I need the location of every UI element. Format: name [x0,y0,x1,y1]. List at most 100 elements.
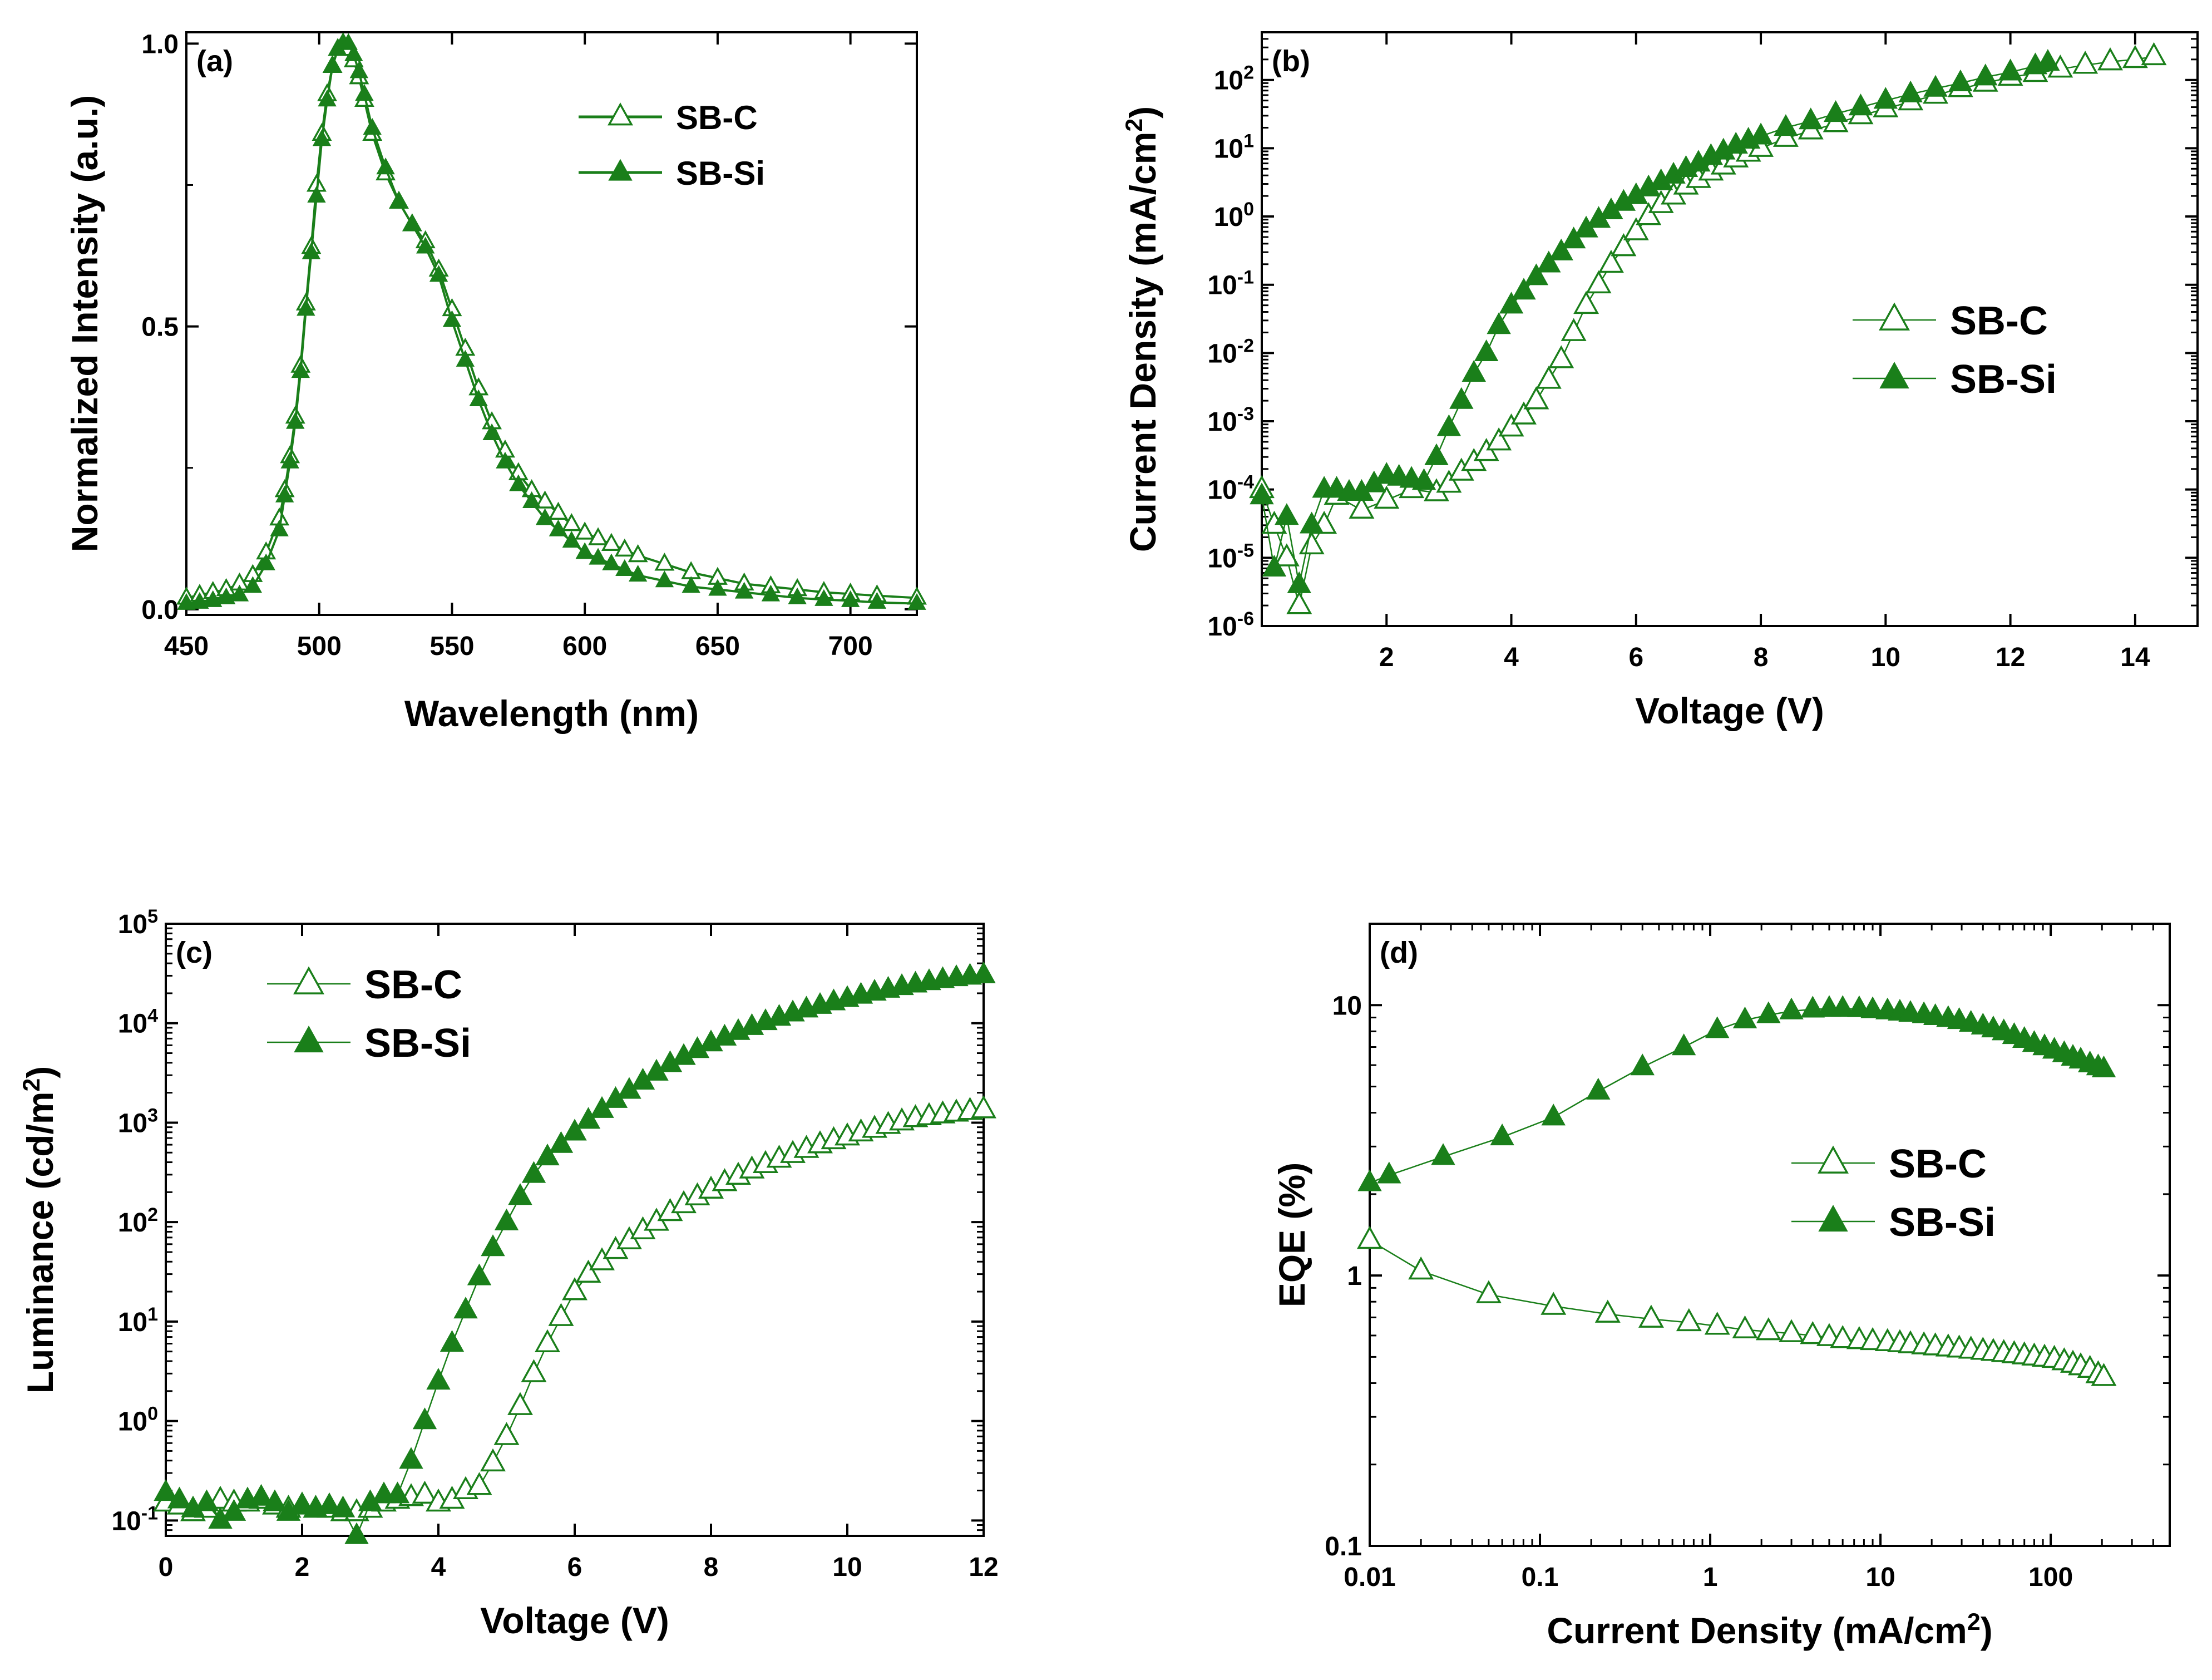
data-point [602,553,621,570]
panel-b: 2 4 6 8 10 12 14 10-6 10-5 10-4 10-3 10-2 10-1 100 101… [1121,31,2199,731]
data-point [1611,233,1637,257]
data-point [1537,250,1561,273]
data-point [307,185,326,203]
data-point [1374,485,1400,509]
x-tick-label: 2 [295,1553,310,1582]
data-point [344,1522,369,1544]
data-point [708,579,727,596]
data-point [549,1131,574,1153]
plot-frame [165,923,985,1537]
data-point [1535,366,1562,389]
data-point [467,1263,492,1285]
series-line [165,974,984,1538]
data-point [1873,87,1898,109]
legend-marker [294,1026,324,1053]
data-point [1705,1016,1730,1038]
y-tick-label: 104 [118,1006,158,1039]
data-point [496,451,515,469]
data-point [1800,996,1825,1018]
data-point [302,242,321,259]
data-point [1349,495,1375,519]
data-point [548,1303,574,1326]
data-point [466,1472,492,1495]
x-tick-label: 12 [1996,643,2025,672]
data-point [1298,531,1325,555]
data-point [297,299,315,316]
legend-label: SB-Si [1950,357,2057,402]
data-point [177,593,196,610]
x-tick-label: 8 [1754,643,1769,672]
legend-marker [293,966,324,994]
data-point [493,1422,520,1445]
data-point [1273,543,1300,566]
data-point [1449,387,1474,409]
data-point [1431,1143,1455,1165]
x-tick-label: 12 [969,1553,998,1582]
data-point [154,1479,178,1501]
y-tick-label: 10-5 [1207,540,1254,573]
data-point [561,513,582,531]
data-point [549,519,568,536]
series-sb-c [176,32,927,605]
x-tick-label: 0.1 [1522,1563,1559,1592]
x-tick-label: 0.01 [1344,1563,1395,1592]
data-point [1671,1033,1696,1056]
data-point [562,1277,587,1300]
data-point [1411,468,1436,490]
data-point [263,1489,287,1511]
data-point [482,423,501,440]
y-tick-label: 1.0 [141,29,179,59]
data-point [1561,226,1586,249]
data-point [194,1489,219,1511]
data-point [1561,318,1587,341]
data-point [588,527,609,545]
data-point [403,214,422,231]
y-tick-label: 103 [118,1105,158,1138]
data-point [615,559,634,576]
legend: SB-C SB-Si [579,99,765,192]
data-point [2091,1055,2116,1077]
data-point [1275,503,1299,525]
data-point [1779,1319,1805,1342]
data-point [2091,1363,2117,1386]
data-point [1676,1308,1702,1332]
legend: SB-C SB-Si [1853,299,2057,402]
data-point [1436,414,1462,436]
panel-label: (d) [1380,936,1418,969]
data-point [204,590,223,607]
data-point [385,1481,410,1504]
data-point [1462,359,1486,382]
data-point [971,961,996,983]
data-point [1638,1304,1664,1328]
data-point [1774,114,1798,136]
y-tick-label: 101 [1214,130,1254,164]
panel-label: (b) [1272,45,1310,78]
series-sb-c [153,1095,996,1521]
data-point [1377,1161,1401,1184]
data-point [1523,386,1549,410]
y-tick-label: 100 [118,1403,158,1437]
legend-label: SB-C [676,99,758,136]
data-point [535,1144,560,1166]
data-point [330,1495,356,1518]
data-point [1486,427,1512,451]
series-sb-si [1250,49,2060,593]
data-point [535,1329,560,1352]
data-point [1524,263,1549,285]
x-tick-label: 2 [1379,643,1394,672]
data-point [548,501,569,520]
legend-marker [608,159,633,181]
legend: SB-C SB-Si [267,963,471,1066]
data-point [270,519,289,536]
data-point [1541,1103,1566,1126]
data-point [601,533,621,551]
x-tick-label: 500 [297,632,342,661]
data-point [841,590,860,607]
data-point [1830,995,1855,1017]
data-point [1357,1225,1382,1249]
panel-label: (c) [176,936,213,969]
data-point [521,1161,546,1183]
x-tick-label: 6 [567,1553,582,1582]
series-sb-si [1357,995,2116,1191]
